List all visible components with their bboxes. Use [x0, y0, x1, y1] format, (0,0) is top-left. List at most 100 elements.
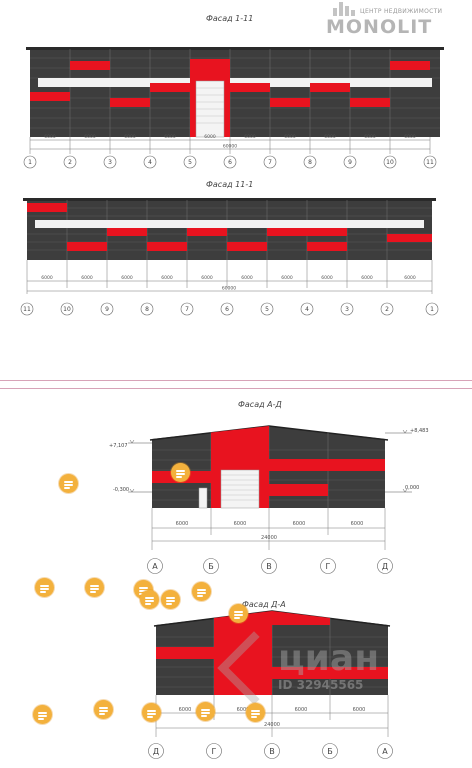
facade-2-red-panel [147, 242, 187, 251]
facade-4-axis-label: Б [327, 747, 333, 756]
facade-2-dim-label: 6000 [161, 275, 173, 281]
facade-3-dim-label: 6000 [351, 521, 364, 527]
facade-2-red-panel [267, 228, 347, 236]
facade-2-dim-label: 6000 [121, 275, 133, 281]
facade-2-axis-label: 2 [385, 306, 389, 313]
facade-3-title: Фасад А-Д [238, 400, 282, 409]
comment-marker-icon[interactable] [196, 702, 215, 721]
facade-2-total-label: 60000 [222, 286, 236, 292]
facade-2-red-panel [107, 228, 147, 236]
sheet-divider [0, 380, 472, 381]
facade-1-dim-label: 6000 [204, 134, 216, 140]
facade-1-dim-label: 6000 [244, 134, 256, 140]
facade-2-red-panel [27, 203, 67, 212]
logo-name: MONOLIT [326, 16, 433, 38]
comment-marker-icon[interactable] [142, 703, 161, 722]
facade-2-roof [23, 198, 436, 201]
facade-3-red-panel [269, 459, 385, 471]
comment-marker-icon[interactable] [171, 463, 190, 482]
logo-tagline: ЦЕНТР НЕДВИЖИМОСТИ [360, 8, 443, 15]
facade-4-red-panel [214, 611, 272, 695]
comment-marker-icon[interactable] [192, 582, 211, 601]
facade-3-axis-label: Г [326, 562, 331, 571]
facade-2-dim-label: 6000 [241, 275, 253, 281]
facade-2-axis-label: 9 [105, 306, 109, 313]
facade-4-axis-label: В [269, 747, 275, 756]
facade-1-axis-label: 11 [426, 159, 434, 166]
facade-2-dim-label: 6000 [41, 275, 53, 281]
facade-4-axis-label: Д [153, 747, 159, 756]
logo-buildings-icon [333, 2, 355, 16]
comment-marker-icon[interactable] [161, 590, 180, 609]
facade-1-axis-label: 8 [308, 159, 312, 166]
facade-3-dim-label: 6000 [293, 521, 306, 527]
facade-3-elevation-left-mid: -0,300 [113, 487, 129, 493]
facade-1-dim-label: 6000 [164, 134, 176, 140]
facade-1-red-panel [230, 83, 270, 92]
facade-4-axis-label: А [382, 747, 388, 756]
facade-3-total-label: 24000 [261, 535, 277, 541]
facade-1-window-strip [38, 78, 432, 87]
facade-1-axis-label: 3 [108, 159, 112, 166]
facade-4-red-panel [272, 611, 330, 625]
comment-marker-icon[interactable] [140, 590, 159, 609]
facade-3-axis-label: Б [208, 562, 214, 571]
facade-1-dim-label: 6000 [124, 134, 136, 140]
facade-1-axis-label: 5 [188, 159, 192, 166]
facade-3-dim-label: 6000 [234, 521, 247, 527]
facade-3-axis-label: А [152, 562, 158, 571]
facade-1-roof [26, 47, 444, 50]
facade-2-axis-label: 6 [225, 306, 229, 313]
sheet-divider [0, 388, 472, 389]
facade-1-dim-label: 6000 [284, 134, 296, 140]
facade-2-axis-label: 7 [185, 306, 189, 313]
facade-2-axis-label: 4 [305, 306, 309, 313]
comment-marker-icon[interactable] [35, 578, 54, 597]
facade-1-red-panel [150, 83, 190, 92]
facade-1-red-panel [110, 98, 150, 107]
facade-1-red-panel [350, 98, 390, 107]
facade-1-axis-label: 4 [148, 159, 152, 166]
facade-1-red-panel [70, 61, 110, 70]
facade-1-total-label: 60000 [223, 144, 237, 150]
facade-1-red-panel [270, 98, 310, 107]
facade-2-dim-label: 6000 [281, 275, 293, 281]
facade-2-dim-label: 6000 [321, 275, 333, 281]
facade-2-red-panel [227, 242, 267, 251]
facade-2-red-panel [187, 228, 227, 236]
facade-4-dim-label: 6000 [237, 707, 250, 713]
facade-2-dim-label: 6000 [361, 275, 373, 281]
facade-3-axis-label: Д [382, 562, 388, 571]
facade-3-elevation-left-top: +7,107 [109, 443, 128, 449]
facade-2-dim-label: 6000 [404, 275, 416, 281]
comment-marker-icon[interactable] [33, 705, 52, 724]
facade-1-dim-label: 6000 [404, 134, 416, 140]
comment-marker-icon[interactable] [229, 604, 248, 623]
facade-2-axis-label: 8 [145, 306, 149, 313]
facade-1-red-panel [310, 83, 350, 92]
facade-2-axis-label: 5 [265, 306, 269, 313]
facade-1-red-panel [190, 59, 230, 81]
facade-1-red-panel [30, 92, 70, 101]
facade-1-dim-label: 6000 [44, 134, 56, 140]
facade-4-dim-label: 6000 [295, 707, 308, 713]
comment-marker-icon[interactable] [94, 700, 113, 719]
facade-1-axis-label: 10 [386, 159, 394, 166]
comment-marker-icon[interactable] [246, 703, 265, 722]
facade-4-red-panel [156, 647, 214, 659]
facade-1-red-panel [190, 81, 196, 137]
comment-marker-icon[interactable] [59, 474, 78, 493]
facade-1-title: Фасад 1-11 [206, 14, 254, 23]
facade-4-title: Фасад Д-А [242, 600, 286, 609]
facade-2-axis-label: 1 [430, 306, 434, 313]
facade-4-dim-label: 6000 [179, 707, 192, 713]
facade-3-drawing: +7,107 -0,300 +8,483 0,000 6000 6000 600… [109, 425, 429, 574]
facade-3-elevation-right-top: +8,483 [410, 428, 429, 434]
facade-3-gate [220, 469, 260, 509]
facade-3-dim-label: 6000 [176, 521, 189, 527]
facade-2-axis-label: 10 [63, 306, 71, 313]
comment-marker-icon[interactable] [85, 578, 104, 597]
facade-2-axis-label: 3 [345, 306, 349, 313]
facade-1-red-panel [390, 61, 430, 70]
facade-2-drawing: 6000 6000 6000 6000 6000 6000 6000 6000 … [20, 198, 439, 316]
